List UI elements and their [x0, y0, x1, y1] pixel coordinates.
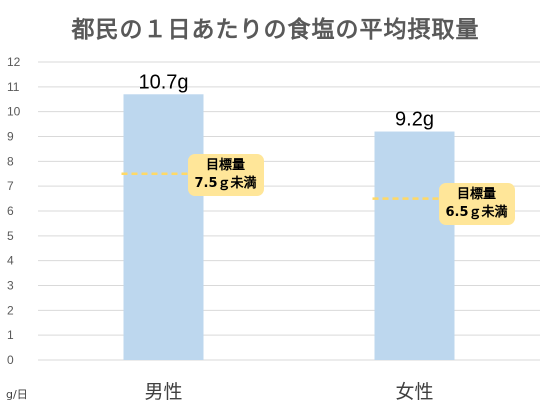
- data-labels: 10.7g 9.2g: [138, 71, 434, 130]
- x-tick-label: 男性: [144, 381, 182, 403]
- data-label: 10.7g: [138, 71, 188, 93]
- y-tick-label: 3: [7, 279, 14, 293]
- y-tick-label: 12: [7, 55, 21, 69]
- y-tick-label: 11: [7, 80, 20, 94]
- y-axis-unit: g/日: [6, 388, 28, 401]
- target-callout: 目標量 6.5ｇ未満: [438, 182, 515, 225]
- y-tick-label: 1: [7, 328, 14, 342]
- data-label: 9.2g: [395, 109, 434, 131]
- target-callout-title: 目標量: [206, 157, 246, 173]
- y-tick-label: 8: [7, 154, 14, 168]
- y-tick-label: 4: [7, 254, 14, 268]
- x-tick-label: 女性: [395, 381, 433, 403]
- bars: [123, 94, 455, 361]
- target-callout-value: 7.5ｇ未満: [194, 175, 257, 191]
- y-tick-label: 10: [7, 105, 21, 119]
- y-tick-label: 5: [7, 229, 14, 243]
- gridlines: [38, 61, 540, 336]
- target-callout-title: 目標量: [457, 186, 497, 202]
- y-tick-label: 7: [7, 179, 14, 193]
- y-tick-label: 9: [7, 130, 14, 144]
- target-callout: 目標量 7.5ｇ未満: [187, 153, 264, 196]
- x-axis-ticks: 男性 女性: [144, 381, 433, 403]
- bar: [123, 94, 204, 361]
- y-tick-label: 0: [7, 353, 14, 367]
- chart-title: 都民の１日あたりの食塩の平均摂取量: [71, 17, 480, 43]
- y-tick-label: 6: [7, 204, 14, 218]
- y-tick-label: 2: [7, 303, 14, 317]
- bar: [374, 131, 455, 360]
- target-callout-value: 6.5ｇ未満: [445, 204, 508, 220]
